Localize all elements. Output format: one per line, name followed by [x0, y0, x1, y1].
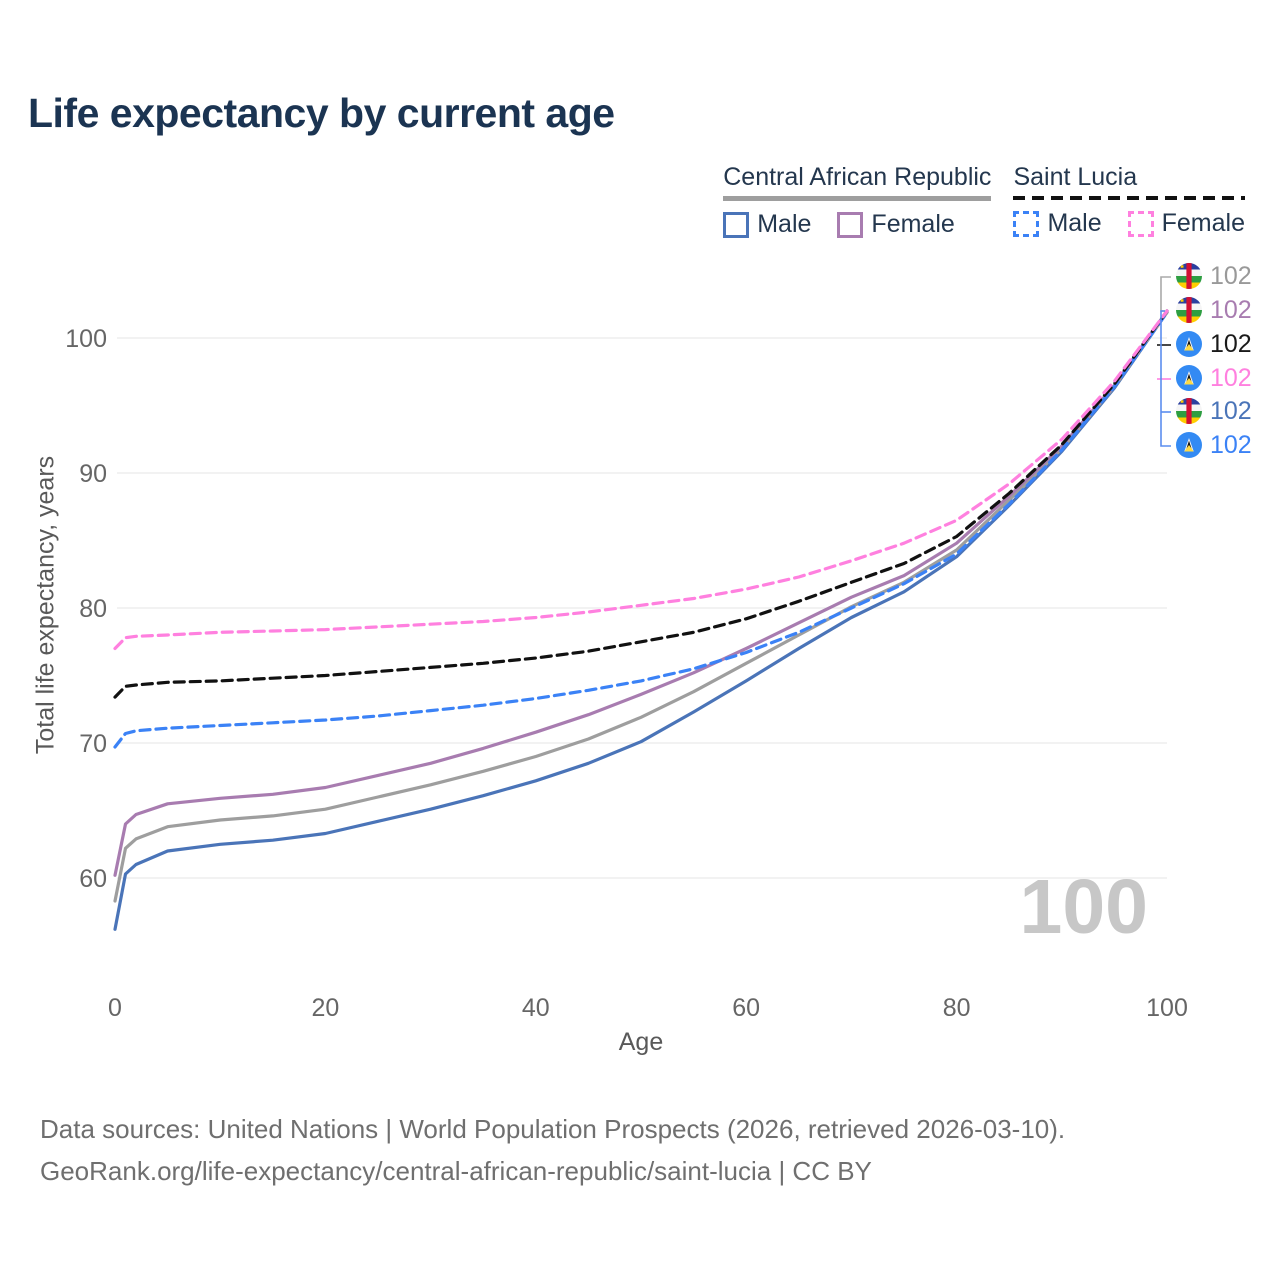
legend-swatch-icon	[837, 211, 864, 238]
end-label-value: 102	[1210, 363, 1252, 392]
saint-lucia-flag-icon	[1176, 432, 1202, 458]
x-tick-label: 60	[732, 994, 760, 1022]
legend-group-central-african-republic: Central African Republic Male Female	[723, 163, 992, 239]
legend-group-line-sample	[723, 196, 992, 201]
end-label-row: 102	[1176, 331, 1252, 357]
central-african-republic-flag-icon	[1176, 263, 1202, 289]
legend-item-label: Female	[1161, 209, 1245, 237]
chart-legend: Central African Republic Male Female Sai…	[723, 163, 1245, 239]
end-label-row: 102	[1176, 263, 1252, 289]
y-tick-label: 70	[79, 730, 107, 758]
x-tick-label: 40	[522, 994, 550, 1022]
y-tick-label: 100	[65, 325, 107, 353]
saint-lucia-flag-icon	[1176, 331, 1202, 357]
x-tick-label: 80	[943, 994, 971, 1022]
series-line-saint-lucia-male	[113, 310, 1169, 749]
legend-swatch-icon	[723, 211, 750, 238]
series-line-central-african-republic-total	[113, 310, 1169, 903]
end-label-value: 102	[1210, 295, 1252, 324]
end-label-row: 102	[1176, 297, 1252, 323]
series-line-central-african-republic-female	[113, 309, 1169, 877]
central-african-republic-flag-icon	[1176, 398, 1202, 424]
legend-swatch-icon	[1127, 210, 1154, 237]
x-tick-label: 0	[108, 994, 122, 1022]
end-label-value: 102	[1210, 430, 1252, 459]
series-line-saint-lucia-female	[113, 309, 1169, 651]
end-label-value: 102	[1210, 396, 1252, 425]
legend-group-title: Saint Lucia	[1013, 163, 1138, 191]
series-line-saint-lucia-total	[113, 309, 1169, 699]
legend-item-slu-male[interactable]: Male	[1013, 209, 1102, 238]
x-tick-label: 100	[1146, 994, 1188, 1022]
y-tick-label: 60	[79, 865, 107, 893]
footer: Data sources: United Nations | World Pop…	[40, 1108, 1065, 1192]
y-tick-label: 90	[79, 460, 107, 488]
x-axis-title: Age	[618, 1028, 664, 1056]
age-counter-watermark: 100	[1019, 864, 1148, 950]
legend-swatch-icon	[1013, 210, 1040, 237]
y-tick-label: 80	[79, 595, 107, 623]
legend-item-car-male[interactable]: Male	[723, 210, 811, 239]
page-title: Life expectancy by current age	[28, 90, 615, 136]
end-label-leader-line	[1160, 276, 1171, 312]
y-axis-title: Total life expectancy, years	[31, 455, 60, 755]
central-african-republic-flag-icon	[1176, 297, 1202, 323]
end-label-value: 102	[1210, 261, 1252, 290]
end-label-row: 102	[1176, 365, 1252, 391]
footer-data-sources: Data sources: United Nations | World Pop…	[40, 1114, 1066, 1144]
legend-group-saint-lucia: Saint Lucia Male Female	[1013, 163, 1245, 238]
legend-group-line-sample	[1013, 196, 1245, 200]
end-label-value: 102	[1210, 329, 1252, 358]
legend-item-label: Female	[871, 210, 955, 238]
legend-item-label: Male	[757, 210, 812, 238]
end-label-row: 102	[1176, 432, 1252, 458]
series-line-central-african-republic-male	[113, 310, 1169, 931]
saint-lucia-flag-icon	[1176, 365, 1202, 391]
x-tick-label: 20	[311, 994, 339, 1022]
legend-item-label: Male	[1047, 209, 1102, 237]
end-label-leader-line	[1160, 310, 1171, 447]
footer-attribution-link: GeoRank.org/life-expectancy/central-afri…	[40, 1156, 872, 1187]
legend-item-car-female[interactable]: Female	[837, 210, 955, 239]
end-label-row: 102	[1176, 398, 1252, 424]
legend-group-title: Central African Republic	[723, 163, 992, 191]
legend-item-slu-female[interactable]: Female	[1127, 209, 1245, 238]
